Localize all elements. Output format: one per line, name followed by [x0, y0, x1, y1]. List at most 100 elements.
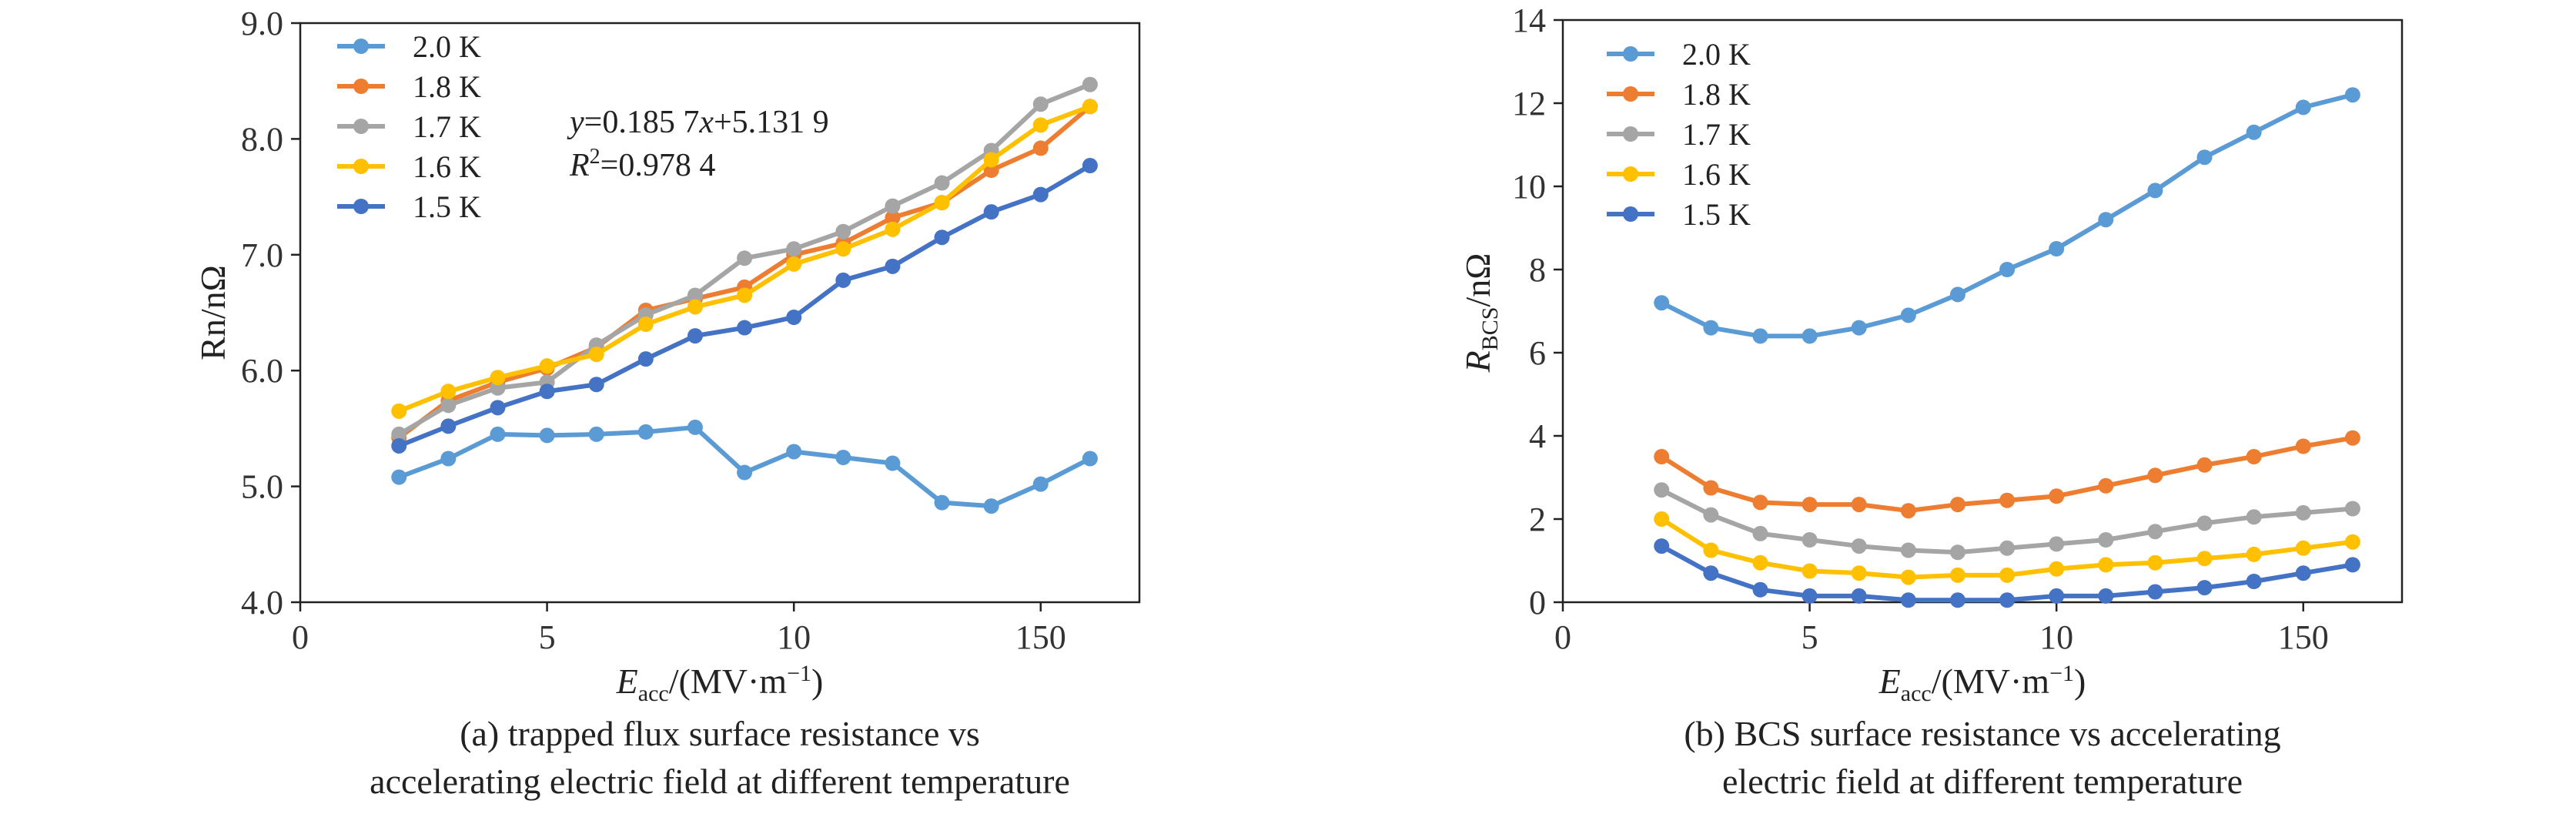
data-point	[1851, 320, 1867, 336]
legend-label: 2.0 K	[413, 29, 481, 64]
data-point	[1802, 588, 1818, 604]
r2-value: =0.978 4	[601, 148, 716, 183]
data-point	[2246, 574, 2262, 589]
y-tick-label: 9.0	[241, 5, 283, 42]
xlabel-b-sub: acc	[1901, 681, 1932, 706]
data-point	[2098, 532, 2114, 548]
chart-b-x-ticks: 0 5 10 150	[1554, 602, 2329, 656]
ylabel-b-sub: BCS	[1477, 307, 1503, 351]
data-point	[1654, 295, 1670, 311]
legend-label: 1.5 K	[413, 189, 481, 224]
data-point	[2344, 534, 2360, 550]
xlabel-b-close: )	[2074, 662, 2086, 701]
data-point	[1752, 554, 1768, 571]
legend-swatch-marker	[1623, 126, 1638, 142]
data-point	[885, 258, 901, 274]
data-point	[1703, 480, 1719, 496]
data-point	[1851, 588, 1867, 604]
r2-r: R	[569, 148, 590, 183]
data-point	[440, 418, 457, 434]
data-point	[737, 287, 753, 303]
data-point	[934, 494, 950, 511]
data-point	[2246, 509, 2262, 525]
data-point	[1999, 540, 2016, 556]
data-point	[588, 377, 604, 393]
data-point	[2295, 565, 2311, 581]
data-point	[440, 397, 457, 414]
x-tick-label: 10	[2039, 618, 2073, 656]
xlabel-a-exp: −1	[787, 661, 811, 686]
xlabel-a-close: )	[811, 662, 823, 701]
xlabel-b-unit: /(MV·m	[1932, 662, 2050, 701]
y-tick-label: 10	[1512, 168, 1546, 206]
x-tick-label: 0	[292, 618, 309, 656]
data-point	[1900, 569, 1916, 585]
data-point	[2295, 540, 2311, 556]
data-point	[1900, 503, 1916, 519]
legend-swatch-marker	[1623, 166, 1638, 182]
chart-b-plot-frame	[1561, 18, 2404, 604]
eq-part1: =0.185 7	[584, 105, 700, 140]
data-point	[1703, 542, 1719, 558]
data-point	[786, 310, 802, 326]
data-point	[1999, 262, 2016, 277]
data-point	[2049, 241, 2065, 256]
data-point	[983, 498, 999, 514]
data-point	[391, 426, 407, 442]
data-point	[637, 317, 654, 333]
data-point	[2049, 536, 2065, 552]
data-point	[1949, 592, 1965, 608]
data-point	[2246, 124, 2262, 140]
data-point	[2295, 99, 2311, 116]
data-point	[885, 209, 901, 226]
ylabel-b-unit: /nΩ	[1458, 253, 1497, 307]
data-point	[539, 384, 555, 400]
chart-a-xlabel: Eacc/(MV·m−1)	[616, 661, 824, 706]
data-point	[2098, 588, 2114, 604]
legend-swatch-marker	[1623, 46, 1638, 62]
data-point	[737, 464, 753, 481]
eq-x: x	[698, 105, 714, 140]
xlabel-a-sub: acc	[638, 681, 669, 706]
data-point	[1082, 451, 1098, 467]
data-point	[1900, 307, 1916, 323]
legend-swatch-marker	[1623, 206, 1638, 222]
data-point	[2147, 524, 2163, 540]
chart-a-series	[391, 76, 1098, 514]
data-point	[983, 204, 999, 220]
legend-label: 1.7 K	[1682, 117, 1751, 152]
chart-a-legend: 2.0 K 1.8 K 1.7 K 1.6 K 1.5 K	[337, 29, 481, 224]
data-point	[1999, 592, 2016, 608]
data-point	[440, 451, 457, 467]
data-point	[2196, 551, 2213, 567]
data-point	[687, 299, 703, 315]
data-point	[2147, 183, 2163, 199]
data-point	[835, 272, 851, 288]
chart-b: 0 2 4 6 8 10 12 14 0 5 10 150 RBCS/nΩ Eacc/(MV·m−1…	[1458, 2, 2404, 801]
r2-sup: 2	[590, 145, 601, 169]
data-point	[1999, 492, 2016, 508]
legend-label: 1.6 K	[413, 149, 481, 184]
legend-swatch-marker	[353, 159, 369, 174]
data-point	[440, 384, 457, 400]
data-point	[1703, 565, 1719, 581]
data-point	[1082, 157, 1098, 173]
y-tick-label: 8.0	[241, 120, 283, 158]
data-point	[588, 426, 604, 442]
data-point	[1802, 497, 1818, 513]
data-point	[2147, 467, 2163, 484]
legend-label: 1.8 K	[413, 69, 481, 104]
data-point	[1703, 320, 1719, 336]
data-point	[2196, 457, 2213, 473]
data-point	[1032, 476, 1049, 492]
data-point	[1752, 525, 1768, 541]
chart-a-r-squared: R2=0.978 4	[569, 145, 715, 183]
data-point	[1752, 328, 1768, 344]
data-point	[1949, 567, 1965, 583]
data-point	[1752, 581, 1768, 598]
xlabel-b-exp: −1	[2049, 661, 2074, 686]
data-point	[588, 347, 604, 363]
data-point	[1703, 507, 1719, 523]
data-point	[2344, 430, 2360, 446]
